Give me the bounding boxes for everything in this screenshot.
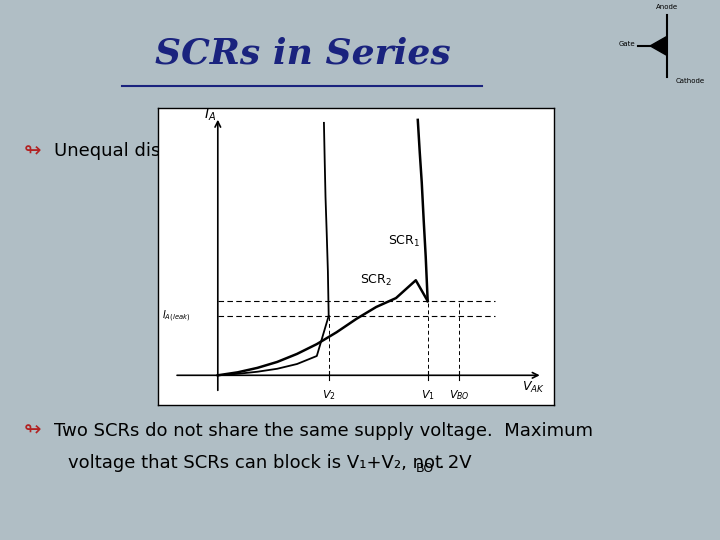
Text: $I_{A(leak)}$: $I_{A(leak)}$	[163, 308, 191, 323]
Circle shape	[216, 119, 389, 147]
Text: voltage that SCRs can block is V₁+V₂, not 2V: voltage that SCRs can block is V₁+V₂, no…	[68, 454, 472, 472]
Text: 17: 17	[292, 126, 313, 140]
Text: $V_{BO}$: $V_{BO}$	[449, 388, 469, 402]
Text: .: .	[438, 454, 444, 472]
Text: ↬: ↬	[24, 421, 41, 441]
Text: Unequal distribution of voltage across two series SCRs.: Unequal distribution of voltage across t…	[54, 142, 552, 160]
Text: $V_2$: $V_2$	[322, 388, 336, 402]
Text: $I_A$: $I_A$	[204, 106, 216, 123]
Text: Cathode: Cathode	[676, 78, 705, 84]
Text: SCR$_1$: SCR$_1$	[388, 234, 420, 249]
Text: Two SCRs do not share the same supply voltage.  Maximum: Two SCRs do not share the same supply vo…	[54, 422, 593, 440]
Text: BO: BO	[416, 462, 434, 475]
Text: Gate: Gate	[618, 41, 635, 47]
Polygon shape	[650, 36, 667, 56]
Text: $V_1$: $V_1$	[420, 388, 435, 402]
Text: $V_{AK}$: $V_{AK}$	[522, 380, 544, 395]
Text: SCR$_2$: SCR$_2$	[361, 273, 392, 288]
Text: SCRs in Series: SCRs in Series	[155, 37, 450, 70]
Text: Anode: Anode	[656, 4, 678, 10]
Text: ↬: ↬	[24, 141, 41, 161]
